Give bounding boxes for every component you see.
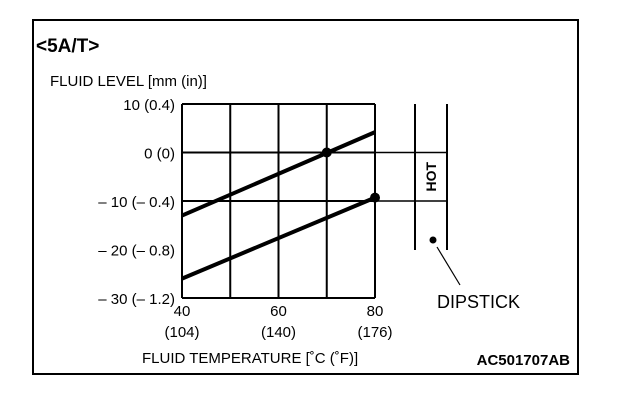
figure-frame	[32, 19, 579, 375]
x-tick-label: 40	[174, 303, 191, 320]
series-group	[181, 130, 380, 281]
y-tick-label: – 20 (– 0.8)	[98, 243, 175, 260]
hot-band-label: HOT	[423, 162, 439, 192]
x-tick-label: 80	[367, 303, 384, 320]
figure-title: <5A/T>	[36, 36, 99, 57]
series-marker	[321, 147, 332, 158]
y-axis-label: FLUID LEVEL [mm (in)]	[50, 73, 207, 90]
y-tick-label: 0 (0)	[144, 146, 175, 163]
x-tick-sublabel: (104)	[164, 324, 199, 341]
x-tick-label: 60	[270, 303, 287, 320]
series-marker	[370, 192, 380, 203]
x-tick-sublabel: (176)	[357, 324, 392, 341]
x-axis-label: FLUID TEMPERATURE [˚C (˚F)]	[142, 350, 358, 367]
dipstick-label: DIPSTICK	[437, 292, 520, 312]
dipstick-leader-line	[436, 246, 461, 286]
y-tick-label: – 30 (– 1.2)	[98, 291, 175, 308]
dipstick-diagram: HOT DIPSTICK	[375, 104, 520, 312]
axis-ticks: 10 (0.4) 0 (0) – 10 (– 0.4) – 20 (– 0.8) – 3…	[98, 97, 392, 341]
series-line	[181, 195, 376, 281]
x-tick-sublabel: (140)	[261, 324, 296, 341]
dipstick-dot	[429, 236, 437, 244]
figure-id: AC501707AB	[477, 352, 571, 369]
y-tick-label: 10 (0.4)	[123, 97, 175, 114]
y-tick-label: – 10 (– 0.4)	[98, 194, 175, 211]
series-line	[181, 130, 376, 218]
